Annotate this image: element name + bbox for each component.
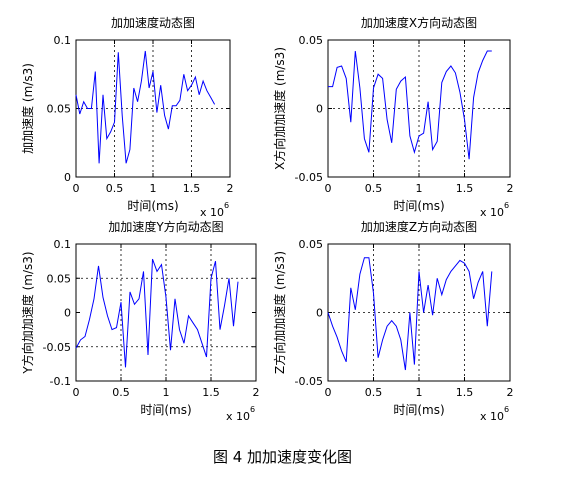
x-tick-label: 0 — [73, 182, 80, 195]
series-line — [75, 258, 239, 368]
x-axis-exponent: 6 — [504, 405, 509, 414]
x-axis-label: 时间(ms) — [393, 199, 444, 213]
x-tick-label: 1 — [150, 182, 157, 195]
x-axis-multiplier: x 10 — [200, 206, 224, 219]
y-tick-label: -0.05 — [43, 341, 71, 354]
y-tick-label: 0 — [316, 307, 323, 320]
x-tick-label: 0.5 — [106, 182, 124, 195]
y-axis-label: X方向加加速度 (m/s3) — [272, 47, 287, 170]
x-axis-multiplier: x 10 — [480, 410, 504, 423]
x-tick-label: 1.5 — [202, 386, 220, 399]
chart-title: 加加速度Y方向动态图 — [108, 219, 223, 234]
y-tick-label: 0.05 — [299, 34, 324, 47]
y-axis-label: Z方向加加速度 (m/s3) — [272, 251, 287, 374]
x-tick-label: 0.5 — [112, 386, 130, 399]
x-tick-label: 1 — [416, 182, 423, 195]
x-tick-label: 0.5 — [365, 182, 383, 195]
y-tick-label: 0.05 — [299, 238, 324, 251]
y-tick-label: 0.05 — [47, 103, 72, 116]
series-line — [327, 257, 493, 371]
x-tick-label: 0 — [325, 386, 332, 399]
x-tick-label: 2 — [227, 182, 234, 195]
y-tick-label: 0.05 — [47, 272, 72, 285]
x-axis-label: 时间(ms) — [393, 403, 444, 417]
y-tick-label: 0 — [316, 103, 323, 116]
series-line — [75, 50, 216, 164]
x-axis-exponent: 6 — [224, 201, 229, 210]
x-axis-multiplier: x 10 — [480, 206, 504, 219]
chart-title: 加加速度Z方向动态图 — [361, 219, 477, 234]
x-axis-label: 时间(ms) — [140, 403, 191, 417]
y-tick-label: 0.1 — [54, 34, 72, 47]
x-tick-label: 0 — [73, 386, 80, 399]
x-tick-label: 2 — [253, 386, 260, 399]
x-tick-label: 2 — [507, 386, 514, 399]
x-tick-label: 1.5 — [456, 386, 474, 399]
y-tick-label: -0.05 — [295, 171, 323, 184]
subplot-3: 0 0.5 1 1.5 2 -0.1 -0.05 0 0.05 0.1 加加速度Y方向动态图时间(m… — [20, 219, 260, 423]
x-tick-label: 0.5 — [365, 386, 383, 399]
chart-title: 加加速度X方向动态图 — [361, 15, 477, 30]
y-tick-label: 0 — [64, 307, 71, 320]
x-axis-label: 时间(ms) — [127, 199, 178, 213]
x-tick-label: 0 — [325, 182, 332, 195]
x-tick-label: 1 — [163, 386, 170, 399]
y-tick-label: -0.1 — [50, 375, 71, 388]
chart-title: 加加速度动态图 — [111, 15, 195, 30]
x-axis-multiplier: x 10 — [226, 410, 250, 423]
y-tick-label: 0 — [64, 171, 71, 184]
x-tick-label: 1.5 — [183, 182, 201, 195]
figure-caption: 图 4 加加速度变化图 — [212, 448, 353, 466]
y-tick-label: 0.1 — [54, 238, 72, 251]
x-tick-label: 1.5 — [456, 182, 474, 195]
y-axis-label: 加加速度 (m/s3) — [20, 63, 35, 154]
x-tick-label: 2 — [507, 182, 514, 195]
series-line — [328, 50, 492, 160]
y-axis-label: Y方向加加速度 (m/s3) — [20, 251, 35, 374]
plot-frame — [75, 243, 257, 382]
x-axis-exponent: 6 — [250, 405, 255, 414]
x-tick-label: 1 — [416, 386, 423, 399]
x-axis-exponent: 6 — [504, 201, 509, 210]
y-tick-label: -0.05 — [295, 375, 323, 388]
